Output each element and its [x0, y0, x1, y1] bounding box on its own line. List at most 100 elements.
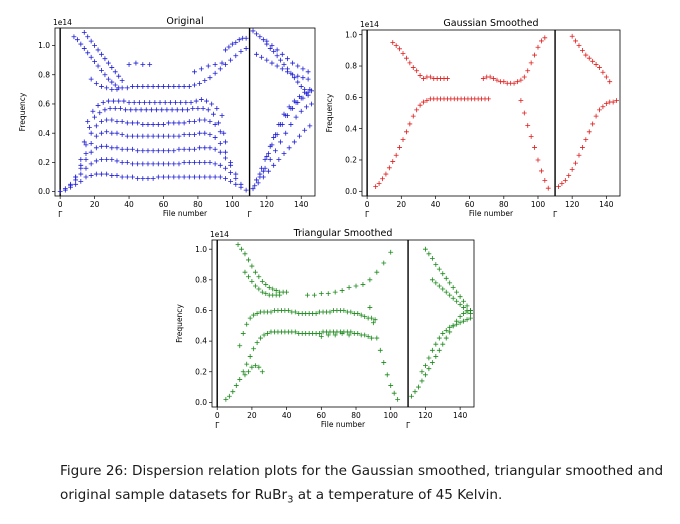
data-point — [99, 143, 104, 149]
data-point — [95, 47, 101, 53]
y-tick-label: 0.6 — [38, 100, 50, 109]
data-point — [269, 60, 275, 66]
data-series — [81, 29, 125, 83]
data-series — [518, 98, 551, 191]
data-point — [104, 171, 110, 177]
data-point — [286, 145, 292, 151]
data-point — [112, 105, 118, 111]
data-point — [197, 174, 203, 180]
x-tick-label: 80 — [193, 200, 203, 209]
data-point — [433, 280, 439, 286]
data-point — [290, 72, 296, 78]
data-point — [150, 133, 156, 139]
x-tick-label: 120 — [565, 200, 580, 209]
data-point — [186, 84, 192, 89]
data-point — [257, 171, 263, 177]
data-point — [202, 145, 208, 151]
data-point — [286, 104, 292, 110]
data-point — [95, 63, 101, 69]
data-point — [235, 242, 241, 247]
data-point — [443, 327, 449, 333]
data-point — [429, 360, 435, 365]
data-point — [433, 354, 439, 359]
data-point — [325, 291, 331, 297]
plot-frame — [361, 29, 621, 197]
data-point — [102, 107, 108, 113]
data-point — [429, 277, 435, 283]
data-point — [140, 176, 146, 181]
data-point — [62, 186, 68, 192]
data-point — [81, 29, 87, 35]
data-point — [597, 107, 602, 113]
data-point — [374, 269, 380, 275]
data-point — [447, 280, 453, 286]
data-point — [491, 76, 496, 81]
data-point — [528, 134, 534, 139]
data-point — [171, 133, 177, 139]
data-point — [109, 86, 115, 92]
data-series — [305, 249, 394, 298]
data-point — [68, 181, 73, 187]
data-point — [298, 84, 304, 89]
data-point — [388, 249, 394, 255]
data-point — [242, 251, 248, 257]
data-point — [114, 173, 120, 178]
data-point — [104, 129, 110, 135]
data-point — [445, 76, 450, 81]
data-point — [281, 111, 287, 117]
data-point — [93, 158, 99, 164]
data-point — [233, 383, 239, 388]
data-point — [386, 165, 392, 171]
data-point — [207, 119, 213, 124]
data-point — [140, 62, 146, 67]
data-point — [93, 123, 99, 129]
data-point — [135, 120, 141, 126]
data-point — [161, 122, 166, 127]
data-point — [116, 98, 122, 104]
data-point — [429, 347, 435, 353]
data-point — [257, 34, 263, 40]
data-point — [362, 332, 368, 338]
data-point — [440, 286, 446, 292]
data-point — [307, 123, 313, 129]
data-point — [83, 142, 89, 148]
data-point — [228, 170, 234, 176]
x-tick-label: 40 — [282, 411, 292, 420]
data-point — [252, 183, 258, 189]
data-point — [188, 100, 194, 105]
data-point — [198, 66, 204, 72]
data-point — [383, 171, 389, 177]
x-tick-label: 40 — [431, 200, 441, 209]
data-point — [155, 174, 161, 180]
data-point — [416, 384, 421, 390]
data-point — [267, 46, 273, 51]
data-point — [263, 291, 269, 297]
x-tick-label: 0 — [215, 411, 220, 420]
data-point — [107, 105, 113, 111]
data-point — [297, 133, 302, 139]
data-point — [186, 160, 192, 165]
data-point — [109, 130, 115, 136]
data-point — [573, 160, 578, 166]
data-point — [426, 355, 432, 361]
data-point — [393, 152, 399, 158]
y-tick-label: 0.4 — [195, 337, 207, 346]
data-point — [244, 361, 250, 367]
data-point — [157, 100, 163, 105]
data-series — [419, 315, 473, 375]
data-point — [223, 165, 228, 171]
data-point — [202, 174, 208, 180]
data-point — [277, 292, 283, 298]
x-tick-label: 100 — [384, 411, 399, 420]
data-point — [569, 166, 575, 172]
plot-title: Triangular Smoothed — [293, 228, 393, 239]
data-point — [421, 99, 426, 105]
data-series — [367, 305, 401, 402]
data-point — [109, 65, 115, 70]
data-point — [74, 37, 80, 43]
x-tick-label: 60 — [159, 200, 169, 209]
data-series — [68, 143, 239, 187]
data-point — [217, 149, 223, 155]
data-point — [252, 269, 258, 275]
data-point — [223, 155, 228, 161]
